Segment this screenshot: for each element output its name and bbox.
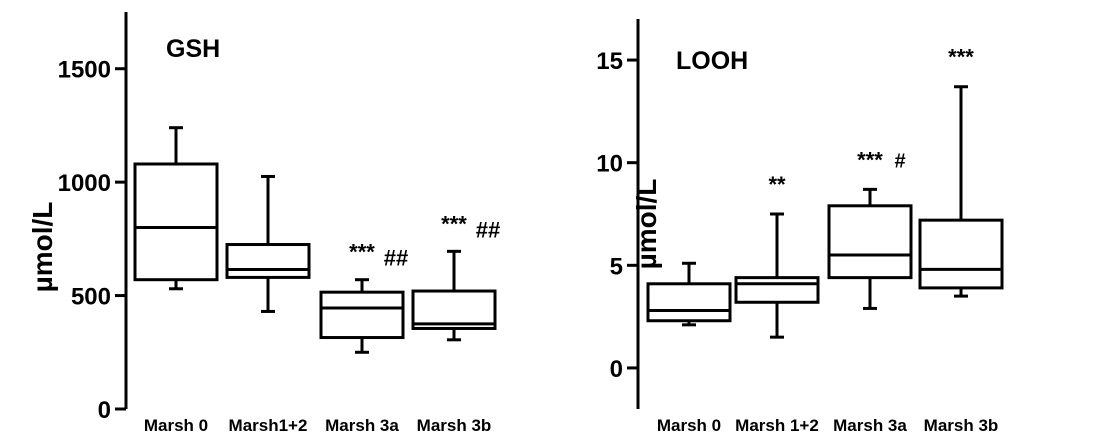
- y-tick-label: 0: [610, 356, 623, 383]
- y-tick-label: 5: [610, 253, 623, 280]
- significance-marker: ***: [441, 211, 467, 236]
- box-iqr: [225, 243, 311, 279]
- panel-title: LOOH: [676, 47, 748, 75]
- box-iqr: [918, 218, 1004, 290]
- x-category-label: Marsh 3a: [325, 416, 399, 435]
- box-iqr: [411, 289, 497, 330]
- significance-subscript: ##: [384, 246, 408, 271]
- y-tick-label: 1000: [58, 170, 111, 197]
- y-tick-label: 15: [596, 48, 623, 75]
- y-axis-label: µmol/L: [631, 179, 662, 270]
- significance-marker: **: [768, 172, 786, 197]
- box-iqr: [646, 282, 732, 323]
- x-category-label: Marsh 3b: [417, 416, 492, 435]
- x-category-label: Marsh 3b: [924, 416, 999, 435]
- panel-title: GSH: [166, 35, 220, 63]
- significance-marker: ***: [349, 240, 375, 265]
- significance-subscript: ##: [476, 217, 500, 242]
- x-category-label: Marsh 0: [144, 416, 208, 435]
- y-axis-label: µmol/L: [27, 202, 58, 293]
- significance-marker: ***: [857, 147, 883, 172]
- x-category-label: Marsh 3a: [833, 416, 907, 435]
- box-iqr: [319, 290, 405, 340]
- y-tick-label: 10: [596, 151, 623, 178]
- significance-marker: ***: [948, 45, 974, 70]
- significance-subscript: #: [894, 150, 905, 172]
- box-iqr: [734, 276, 820, 304]
- x-category-label: Marsh 1+2: [735, 416, 819, 435]
- box-iqr: [133, 162, 219, 282]
- box-iqr: [827, 204, 913, 280]
- y-tick-label: 1500: [58, 57, 111, 84]
- x-category-label: Marsh 0: [657, 416, 721, 435]
- y-tick-label: 500: [71, 284, 111, 311]
- y-tick-label: 0: [98, 397, 111, 424]
- x-category-label: Marsh1+2: [229, 416, 308, 435]
